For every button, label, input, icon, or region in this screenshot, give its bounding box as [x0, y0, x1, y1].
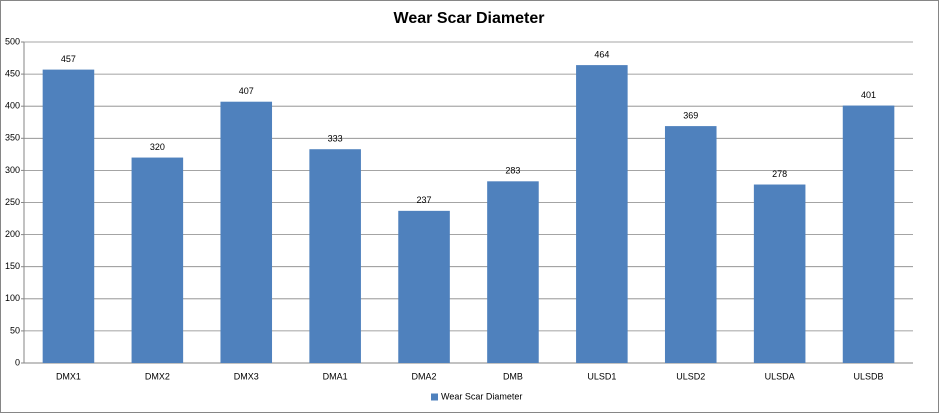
bar: [309, 149, 361, 363]
x-tick-label: ULSDB: [854, 371, 884, 381]
y-tick-label: 100: [5, 293, 20, 303]
x-tick-label: ULSDA: [765, 371, 795, 381]
x-tick-label: ULSD1: [587, 371, 616, 381]
data-label: 283: [505, 166, 520, 176]
y-tick-label: 0: [15, 357, 20, 367]
bar: [487, 181, 539, 363]
data-label: 407: [239, 86, 254, 96]
bar: [753, 184, 806, 363]
data-label: 401: [861, 90, 876, 100]
bar: [220, 101, 273, 364]
x-tick-label: DMA1: [323, 371, 348, 381]
legend-label: Wear Scar Diameter: [441, 391, 522, 401]
y-tick-label: 150: [5, 261, 20, 271]
bar: [576, 65, 628, 363]
y-tick-label: 450: [5, 68, 20, 78]
y-tick-label: 250: [5, 197, 20, 207]
x-tick-label: DMA2: [412, 371, 437, 381]
data-label: 457: [61, 54, 76, 64]
x-tick-label: DMB: [503, 371, 523, 381]
bar: [131, 157, 184, 363]
bar: [842, 105, 895, 364]
bar: [42, 69, 95, 363]
bar: [398, 210, 450, 363]
data-label: 278: [772, 169, 787, 179]
y-tick-label: 50: [10, 325, 20, 335]
y-tick-label: 200: [5, 229, 20, 239]
data-label: 333: [328, 134, 343, 144]
x-tick-label: ULSD2: [676, 371, 705, 381]
data-label: 464: [594, 49, 609, 59]
y-tick-label: 400: [5, 101, 20, 111]
y-tick-label: 350: [5, 133, 20, 143]
data-label: 237: [417, 195, 432, 205]
data-label: 369: [683, 110, 698, 120]
x-tick-label: DMX1: [56, 371, 81, 381]
x-tick-label: DMX2: [145, 371, 170, 381]
data-label: 320: [150, 142, 165, 152]
y-tick-label: 500: [5, 36, 20, 46]
x-tick-label: DMX3: [234, 371, 259, 381]
y-tick-label: 300: [5, 165, 20, 175]
legend-swatch: [431, 393, 438, 401]
bar: [664, 126, 717, 364]
chart-title: Wear Scar Diameter: [394, 10, 545, 27]
